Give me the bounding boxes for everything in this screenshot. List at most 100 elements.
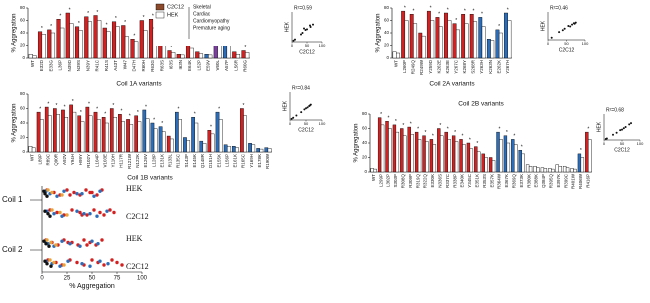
y-tick-label: 40	[20, 30, 26, 35]
y-axis-label: HEK	[540, 20, 546, 31]
point	[75, 192, 79, 196]
bar	[113, 116, 117, 153]
y-axis-label: % Aggregation	[12, 13, 18, 52]
point	[306, 106, 309, 109]
bar	[80, 121, 85, 153]
significance-label: *	[124, 20, 126, 26]
x-tick-label: R416P	[585, 174, 590, 188]
x-tick-label: 75	[114, 276, 121, 282]
x-tick-label: Y94H	[70, 154, 75, 165]
bar	[171, 52, 176, 59]
point	[563, 27, 566, 30]
bar	[536, 167, 540, 173]
bar	[93, 111, 98, 153]
point	[110, 258, 114, 262]
point	[82, 212, 86, 216]
x-tick-label: L260P	[402, 60, 407, 73]
point	[66, 259, 70, 263]
significance-label: *	[41, 26, 43, 32]
bar	[111, 21, 117, 59]
bar	[121, 121, 125, 153]
y-tick-label: 0	[386, 55, 389, 60]
x-tick-label: 100	[319, 43, 326, 48]
significance-label: *	[472, 9, 474, 15]
group-label: Coil 2	[2, 245, 23, 254]
x-tick-label: 0	[547, 41, 550, 46]
bar	[388, 128, 392, 173]
bar	[180, 54, 185, 59]
point	[305, 107, 307, 110]
significance-label: *	[506, 130, 508, 136]
point	[78, 210, 82, 215]
x-tick-label: R60G	[243, 60, 248, 72]
bar	[417, 139, 422, 173]
significance-label: *	[121, 109, 123, 115]
bar	[65, 12, 70, 59]
bar	[533, 165, 537, 173]
x-tick-label: K263N	[488, 60, 493, 74]
bar	[32, 55, 37, 59]
bar	[232, 51, 237, 59]
x-tick-label: N122K	[135, 154, 140, 168]
point	[55, 194, 59, 198]
bar	[53, 108, 57, 153]
x-tick-label: R121W	[127, 153, 132, 169]
bar	[385, 121, 389, 173]
bar	[40, 119, 44, 153]
significance-label: *	[218, 106, 220, 112]
legend-swatch	[155, 11, 165, 19]
point	[60, 214, 64, 218]
point	[612, 133, 614, 136]
bar	[444, 12, 448, 59]
point	[303, 108, 306, 111]
point	[65, 188, 69, 192]
bar	[438, 26, 443, 59]
bar	[477, 151, 481, 173]
x-tick-label: R319Q	[415, 174, 420, 189]
bar	[69, 104, 73, 153]
bar	[518, 150, 522, 173]
bar	[235, 147, 239, 153]
bar	[251, 144, 256, 153]
bar	[426, 10, 431, 59]
point	[90, 239, 94, 243]
significance-label: *	[129, 114, 131, 120]
x-tick-label: 100	[637, 141, 644, 146]
bar	[413, 23, 418, 59]
x-tick-label: R249W	[419, 59, 424, 75]
bar	[407, 126, 411, 173]
point	[90, 258, 94, 262]
point	[301, 32, 304, 34]
significance-label: *	[72, 99, 74, 105]
x-tick-label: E178K	[257, 154, 262, 168]
y-tick-label: 60	[384, 18, 390, 23]
point	[85, 213, 89, 217]
bar	[498, 32, 503, 59]
significance-label: *	[388, 116, 390, 122]
point	[558, 31, 561, 34]
bar	[267, 148, 272, 153]
bar	[410, 134, 414, 173]
bar	[392, 124, 397, 173]
bar	[126, 119, 130, 153]
point	[46, 212, 50, 216]
x-tick-label: R353S	[482, 174, 487, 188]
bar	[577, 153, 582, 173]
bar	[478, 17, 483, 59]
bar	[61, 109, 65, 153]
bar	[548, 168, 552, 173]
x-tick-label: R380K	[526, 174, 531, 188]
significance-label: *	[104, 112, 106, 118]
significance-label: *	[587, 126, 589, 132]
x-tick-label: R308Q	[400, 174, 405, 189]
legend-group-label: Cardiac	[193, 11, 211, 17]
bar	[208, 54, 213, 59]
bar	[396, 52, 400, 59]
x-tick-label: L104P	[94, 154, 99, 167]
bar	[218, 119, 223, 153]
bar	[429, 139, 434, 173]
bar	[440, 135, 444, 173]
x-tick-label: R338P	[452, 174, 457, 188]
x-axis-label: C2C12	[559, 47, 575, 53]
bar	[202, 143, 207, 153]
